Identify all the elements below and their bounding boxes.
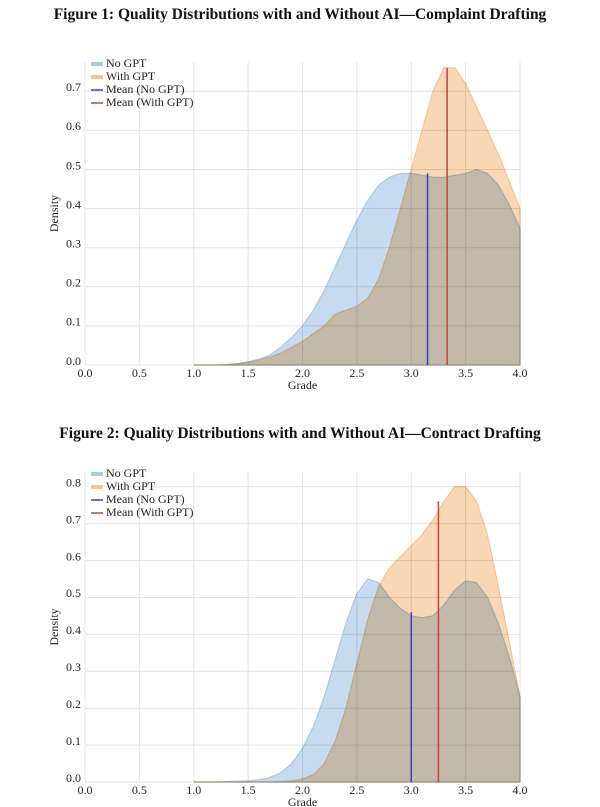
x-tick-label: 0.0	[78, 783, 93, 797]
y-tick-label: 0.7	[66, 512, 81, 526]
x-tick-label: 4.0	[513, 783, 528, 797]
legend-label: No GPT	[106, 466, 147, 480]
x-tick-label: 2.5	[349, 783, 364, 797]
y-axis-label: Density	[47, 195, 61, 232]
x-tick-label: 1.5	[241, 366, 256, 380]
legend-label: Mean (With GPT)	[106, 505, 194, 519]
x-tick-label: 1.5	[241, 783, 256, 797]
y-tick-label: 0.0	[66, 354, 81, 368]
chart-title: Figure 1: Quality Distributions with and…	[53, 6, 547, 23]
legend-label: No GPT	[106, 56, 147, 70]
x-tick-label: 2.5	[349, 366, 364, 380]
x-tick-label: 3.5	[458, 783, 473, 797]
x-tick-label: 0.5	[132, 783, 147, 797]
y-tick-label: 0.1	[66, 734, 81, 748]
y-tick-label: 0.0	[66, 771, 81, 785]
y-tick-label: 0.2	[66, 276, 81, 290]
y-tick-label: 0.3	[66, 236, 81, 250]
x-tick-label: 2.0	[295, 783, 310, 797]
y-tick-label: 0.4	[66, 197, 81, 211]
x-tick-label: 3.0	[404, 366, 419, 380]
x-axis-label: Grade	[288, 378, 317, 392]
legend-label: With GPT	[106, 69, 156, 83]
legend-label: Mean (No GPT)	[106, 82, 185, 96]
x-tick-label: 1.0	[186, 366, 201, 380]
y-tick-label: 0.5	[66, 158, 81, 172]
y-tick-label: 0.6	[66, 119, 81, 133]
x-tick-label: 3.0	[404, 783, 419, 797]
x-tick-label: 0.0	[78, 366, 93, 380]
y-axis-label: Density	[47, 608, 61, 645]
y-tick-label: 0.8	[66, 476, 81, 490]
y-tick-label: 0.3	[66, 660, 81, 674]
y-tick-label: 0.4	[66, 623, 81, 637]
x-tick-label: 2.0	[295, 366, 310, 380]
x-tick-label: 3.5	[458, 366, 473, 380]
chart-title: Figure 2: Quality Distributions with and…	[59, 425, 541, 442]
y-tick-label: 0.5	[66, 586, 81, 600]
x-axis-label: Grade	[288, 795, 317, 807]
x-tick-label: 0.5	[132, 366, 147, 380]
density-area	[193, 67, 521, 366]
legend-label: Mean (No GPT)	[106, 492, 185, 506]
y-tick-label: 0.1	[66, 315, 81, 329]
x-tick-label: 1.0	[186, 783, 201, 797]
y-tick-label: 0.7	[66, 80, 81, 94]
legend-label: With GPT	[106, 479, 156, 493]
y-tick-label: 0.6	[66, 549, 81, 563]
legend-label: Mean (With GPT)	[106, 95, 194, 109]
y-tick-label: 0.2	[66, 697, 81, 711]
x-tick-label: 4.0	[513, 366, 528, 380]
